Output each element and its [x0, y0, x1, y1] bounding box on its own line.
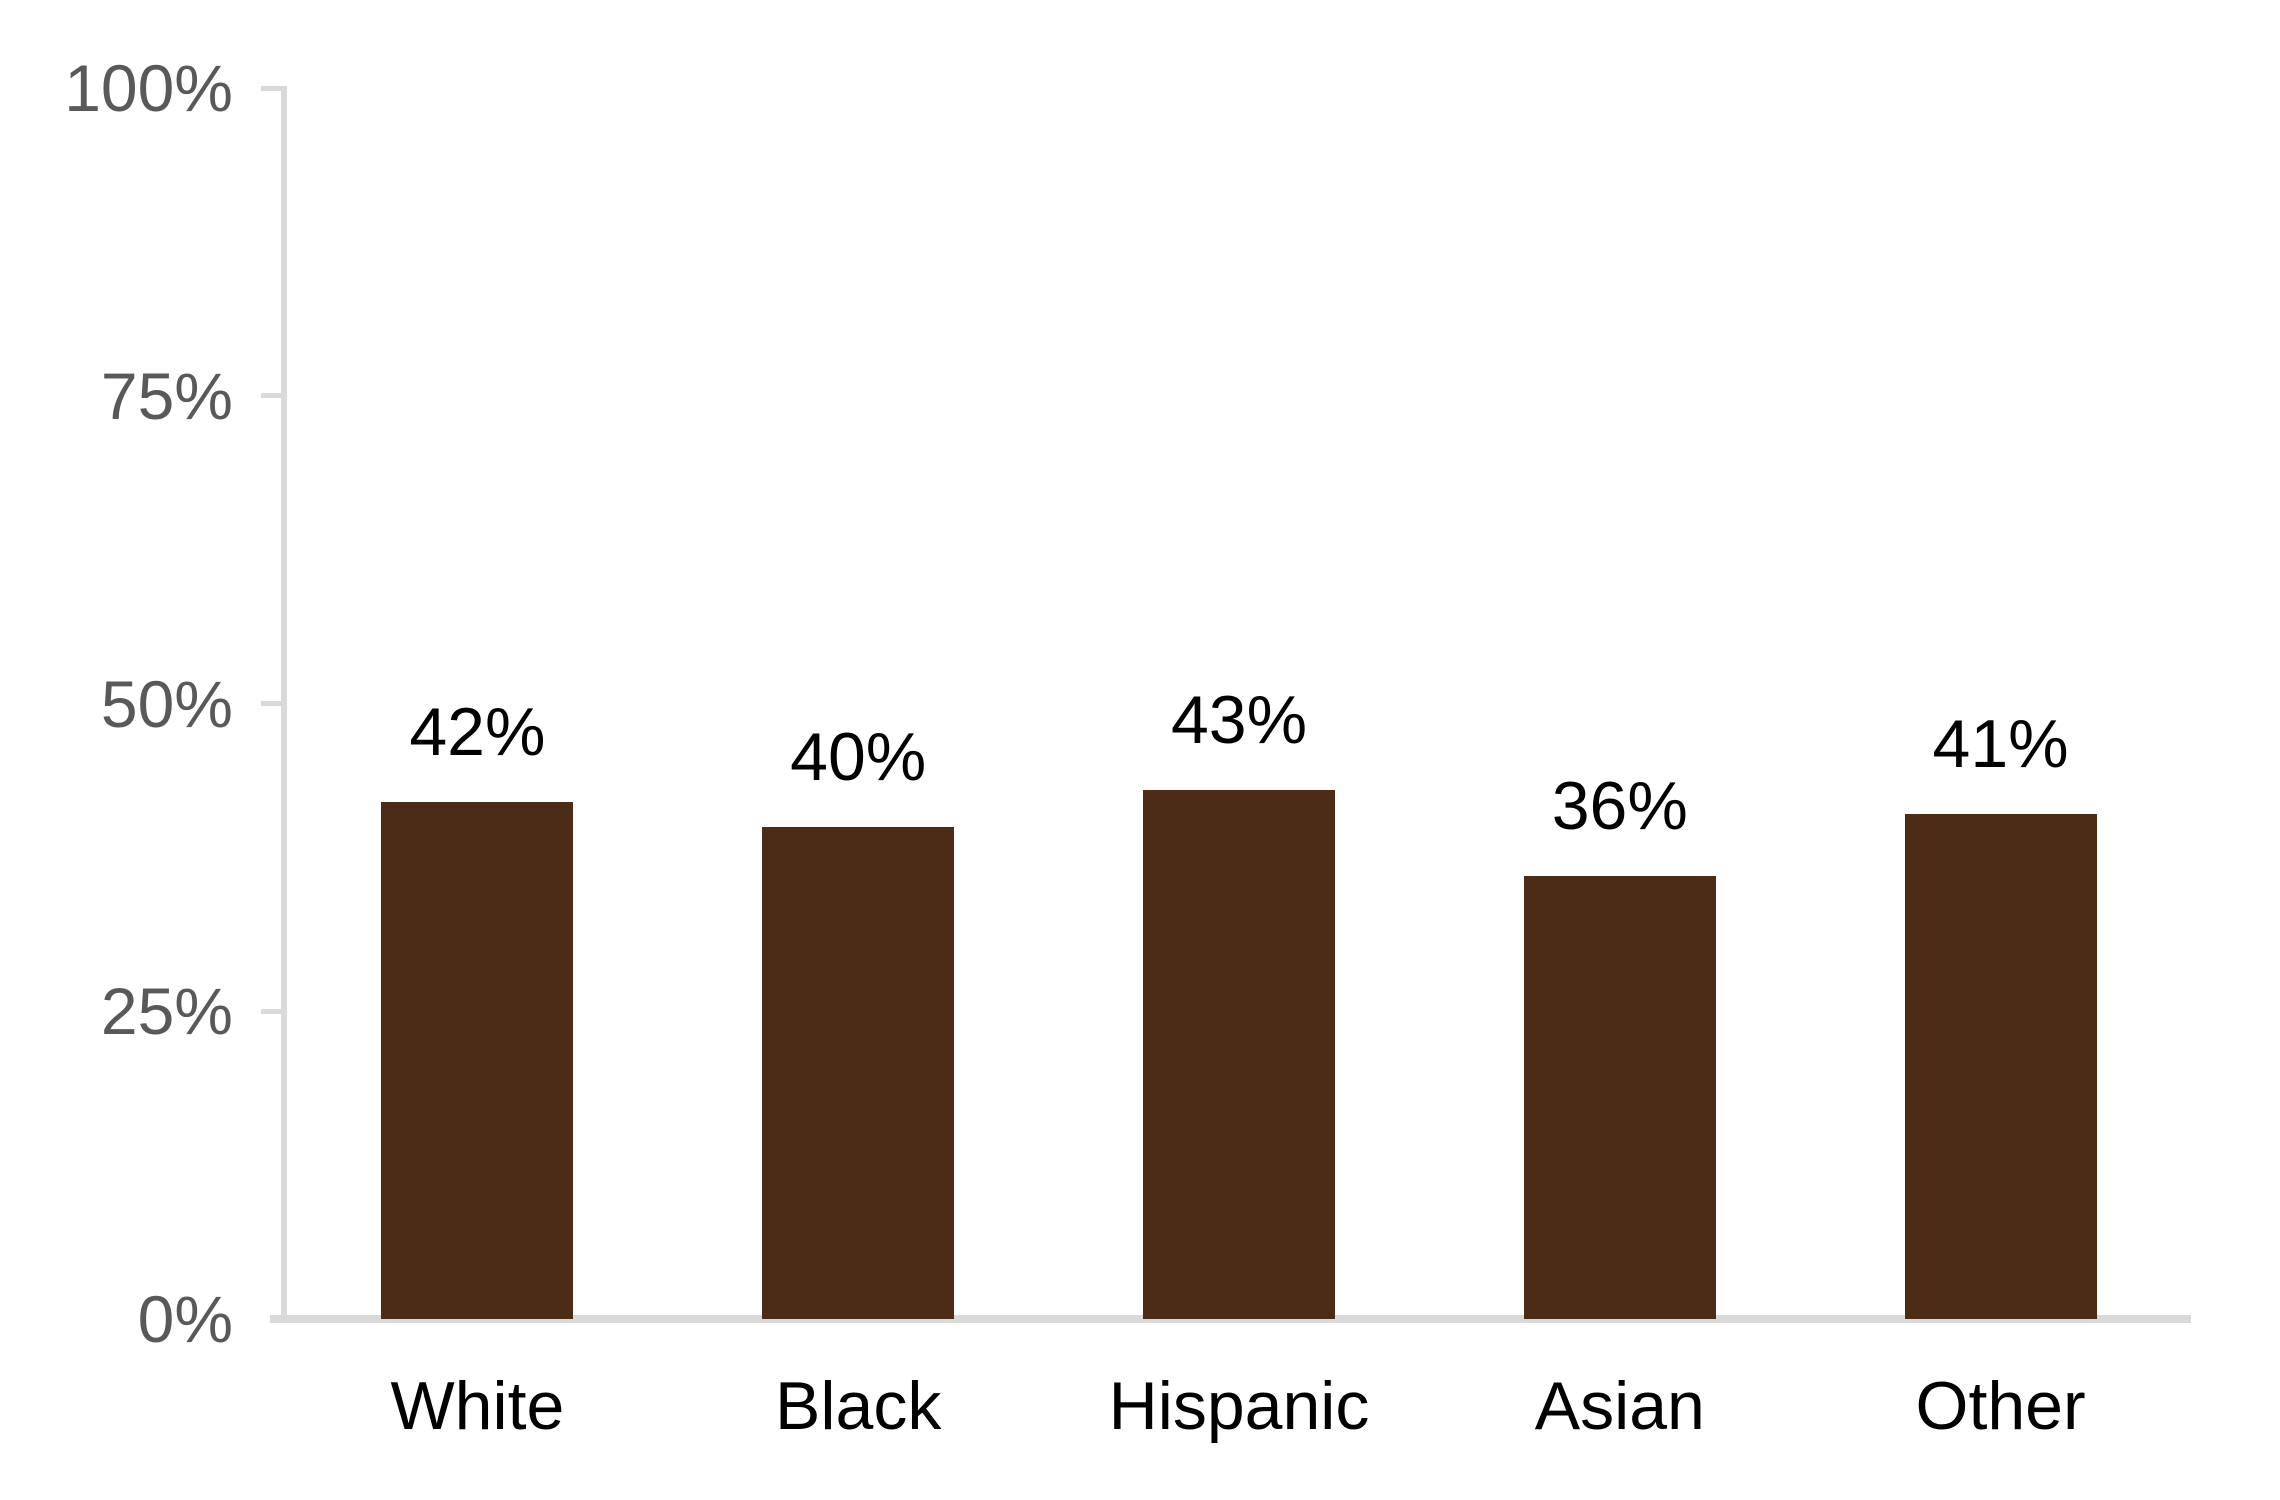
y-tick-label: 100%: [64, 51, 233, 125]
x-category-label-black: Black: [775, 1368, 942, 1444]
y-tick-mark: [261, 393, 287, 399]
y-tick-label: 50%: [100, 666, 233, 741]
bar-value-label: 43%: [1170, 681, 1308, 758]
y-tick-label: 0%: [137, 1282, 233, 1356]
bar-white: [381, 801, 574, 1319]
x-category-label-hispanic: Hispanic: [1108, 1368, 1370, 1444]
bar-value-label: 41%: [1932, 706, 2069, 783]
y-tick-mark: [261, 85, 287, 91]
bar-value-label: 40%: [790, 718, 927, 795]
y-tick-label: 75%: [100, 358, 233, 433]
x-category-label-asian: Asian: [1534, 1368, 1705, 1444]
bar-hispanic: [1143, 789, 1335, 1319]
y-tick-label: 25%: [100, 974, 233, 1049]
bar-other: [1904, 814, 2097, 1319]
bar-asian: [1523, 875, 1716, 1319]
bar-value-label: 36%: [1551, 767, 1688, 844]
bar-value-label: 42%: [409, 693, 546, 770]
x-category-label-white: White: [390, 1368, 565, 1444]
y-tick-mark: [261, 1008, 287, 1014]
x-category-label-other: Other: [1915, 1368, 2086, 1444]
bar-black: [762, 826, 955, 1319]
y-tick-mark: [261, 701, 287, 706]
x-axis-line: [270, 1315, 2191, 1323]
